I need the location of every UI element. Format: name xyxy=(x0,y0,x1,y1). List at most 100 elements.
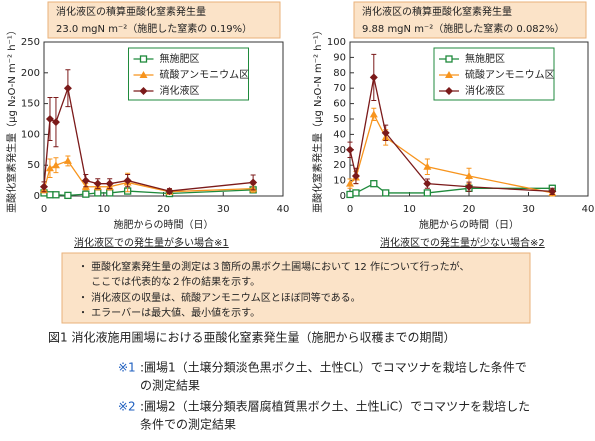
series-line xyxy=(43,189,254,197)
legend-label: 硫酸アンモニウム区 xyxy=(160,68,250,81)
marker xyxy=(351,171,360,180)
marker xyxy=(423,179,432,188)
y-tick-label: 250 xyxy=(21,37,40,48)
marker xyxy=(382,189,390,197)
marker xyxy=(423,189,432,197)
marker xyxy=(123,176,132,185)
footnote-mark: ※1 xyxy=(118,361,136,375)
y-tick-label: 70 xyxy=(333,83,346,94)
annotation: 消化液区での発生量が多い場合※1 xyxy=(74,236,229,249)
y-tick-label: 50 xyxy=(27,160,40,171)
marker xyxy=(45,115,54,123)
marker xyxy=(249,178,258,187)
marker xyxy=(381,128,390,137)
note: ・ エラーバーは最大値、最小値を示す。 xyxy=(78,306,260,319)
y-tick-label: 90 xyxy=(333,52,346,63)
legend-label: 硫酸アンモニウム区 xyxy=(465,68,555,81)
footnote: :圃場2（土壌分類表層腐植質黒ボク土、土性LiC）でコマツナを栽培した xyxy=(140,399,530,414)
y-tick-label: 60 xyxy=(333,99,346,110)
footnote: :圃場1（土壌分類淡色黒ボク土、土性CL）でコマツナを栽培した条件で xyxy=(140,360,527,375)
marker xyxy=(52,191,60,199)
marker xyxy=(51,161,60,169)
footnote: 条件での測定結果 xyxy=(140,417,236,432)
marker xyxy=(51,118,60,127)
y-tick-label: 50 xyxy=(333,114,346,125)
legend-marker xyxy=(139,71,148,78)
legend-label: 無施肥区 xyxy=(465,52,505,65)
title-box xyxy=(47,1,281,39)
x-tick-label: 20 xyxy=(157,204,170,215)
chart-subtitle: 9.88 mgN m⁻²（施肥した窒素の 0.082%） xyxy=(362,22,565,35)
x-tick-label: 20 xyxy=(463,204,476,215)
marker xyxy=(93,179,102,188)
series-line xyxy=(43,160,254,193)
y-tick-label: 30 xyxy=(333,145,346,156)
x-axis-label: 施肥からの時間（日） xyxy=(114,218,214,231)
x-tick-label: 30 xyxy=(217,204,230,215)
footnote: の測定結果 xyxy=(140,378,200,393)
x-axis-label: 施肥からの時間（日） xyxy=(419,218,519,231)
marker xyxy=(346,179,354,187)
title-box xyxy=(353,1,587,39)
y-tick-label: 0 xyxy=(340,191,346,202)
legend-label: 無施肥区 xyxy=(160,52,200,65)
note: ・ 消化液区の収量は、硫酸アンモニウム区とほぼ同等である。 xyxy=(78,291,361,304)
series-line xyxy=(349,112,553,194)
marker xyxy=(106,189,114,197)
y-tick-label: 150 xyxy=(21,99,40,110)
marker xyxy=(82,190,90,198)
marker xyxy=(369,110,378,118)
marker xyxy=(105,179,114,188)
legend-label: 消化液区 xyxy=(160,84,200,97)
y-tick-label: 200 xyxy=(21,68,40,79)
legend-marker xyxy=(445,55,453,63)
marker xyxy=(63,156,72,164)
marker xyxy=(423,162,432,170)
y-tick-label: 10 xyxy=(333,176,346,187)
footnote-mark: ※2 xyxy=(118,400,136,414)
x-tick-label: 40 xyxy=(277,204,290,215)
y-tick-label: 0 xyxy=(34,191,40,202)
caption: 図1 消化液施用圃場における亜酸化窒素発生量（施肥から収穫までの期間） xyxy=(48,330,455,345)
legend-marker xyxy=(445,87,453,95)
chart-title: 消化液区の積算亜酸化窒素発生量 xyxy=(56,5,206,18)
legend-marker xyxy=(445,71,453,78)
x-tick-label: 0 xyxy=(41,204,47,215)
marker xyxy=(45,164,54,172)
notes-box xyxy=(61,252,531,324)
y-tick-label: 80 xyxy=(333,68,346,79)
marker xyxy=(40,182,48,191)
x-tick-label: 30 xyxy=(522,204,535,215)
x-tick-label: 0 xyxy=(347,204,353,215)
marker xyxy=(81,176,90,185)
legend-label: 消化液区 xyxy=(465,84,505,97)
chart-title: 消化液区の積算亜酸化窒素発生量 xyxy=(362,5,512,18)
marker xyxy=(370,180,378,188)
x-tick-label: 40 xyxy=(582,204,595,215)
marker xyxy=(64,191,72,200)
y-tick-label: 100 xyxy=(21,129,40,140)
marker xyxy=(165,187,174,196)
marker xyxy=(346,190,354,199)
marker xyxy=(548,187,557,196)
note: ここでは代表的な２作の結果を示す。 xyxy=(78,275,260,288)
annotation: 消化液区での発生量が少ない場合※2 xyxy=(380,236,545,249)
marker xyxy=(352,189,360,197)
legend-marker xyxy=(139,55,148,63)
marker xyxy=(369,73,378,82)
y-axis-label: 亜酸化窒素発生量（μg N₂O-N m⁻² h⁻¹） xyxy=(5,25,18,213)
marker xyxy=(94,189,102,197)
series-line xyxy=(43,85,254,192)
y-axis-label: 亜酸化窒素発生量（μg N₂O-N m⁻² h⁻¹） xyxy=(311,25,324,213)
x-tick-label: 10 xyxy=(97,204,110,215)
marker xyxy=(346,145,354,154)
y-tick-label: 100 xyxy=(327,37,346,48)
chart-subtitle: 23.0 mgN m⁻²（施肥した窒素の 0.19%） xyxy=(56,22,252,35)
marker xyxy=(63,84,72,93)
marker xyxy=(465,171,473,179)
note: ・ 亜酸化窒素発生量の測定は３箇所の黒ボク土圃場において 12 作について行った… xyxy=(78,260,469,273)
x-tick-label: 10 xyxy=(403,204,416,215)
y-tick-label: 20 xyxy=(333,160,346,171)
marker xyxy=(465,182,473,191)
